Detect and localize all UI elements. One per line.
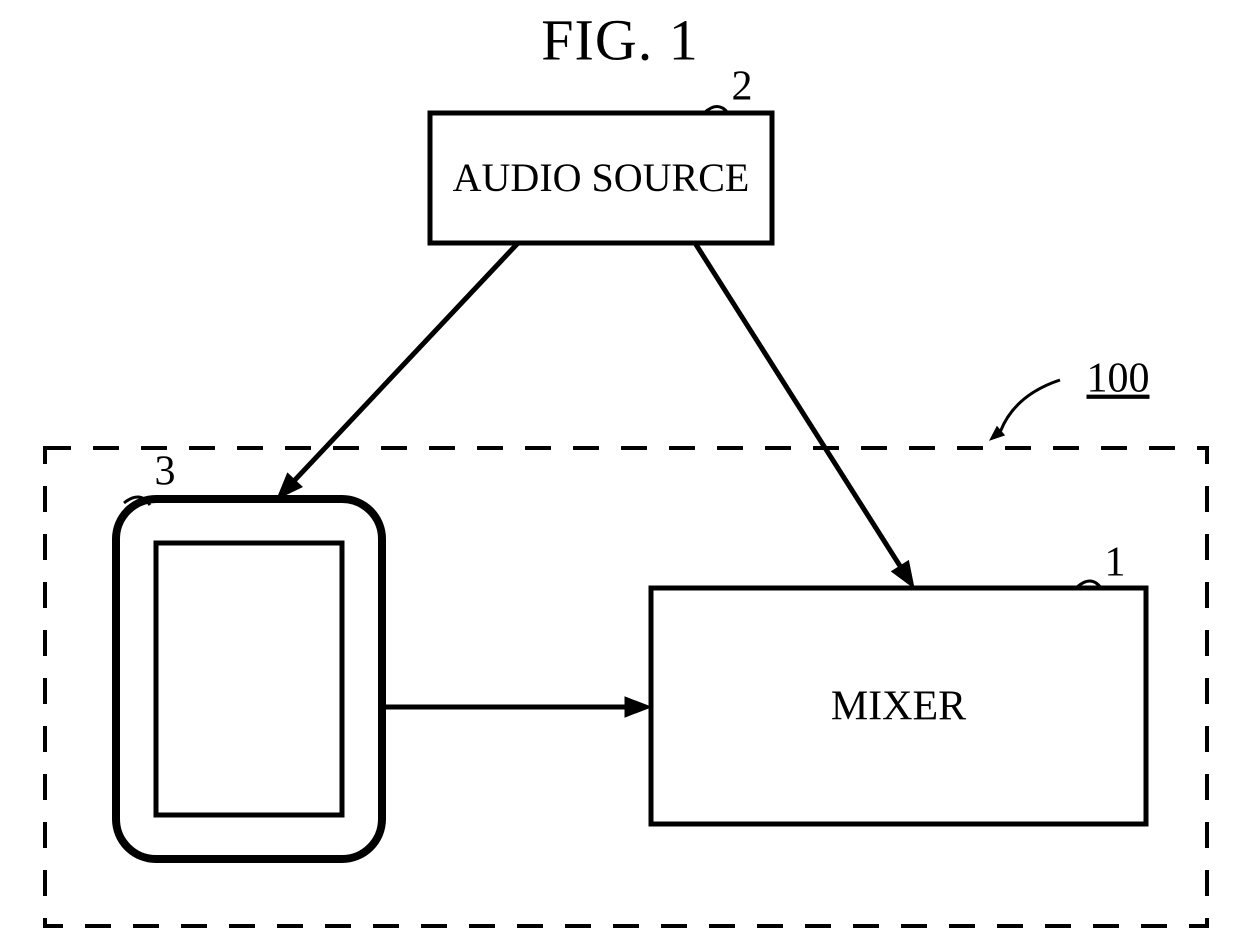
ref-arrow-100 bbox=[1001, 380, 1060, 431]
ref-number-2: 2 bbox=[732, 64, 753, 110]
arrow-src-to-mixer bbox=[695, 243, 900, 566]
arrowhead-tablet-to-mixer bbox=[625, 697, 651, 717]
mixer-label: MIXER bbox=[831, 684, 966, 730]
ref-number-1: 1 bbox=[1105, 540, 1126, 586]
ref-number-3: 3 bbox=[155, 449, 176, 495]
arrowhead-src-to-mixer bbox=[892, 561, 914, 588]
tablet-screen bbox=[156, 543, 342, 815]
audio-source-label: AUDIO SOURCE bbox=[453, 155, 750, 200]
ref-number-100: 100 bbox=[1087, 356, 1150, 402]
arrow-src-to-tablet bbox=[295, 243, 518, 480]
diagram-canvas: FIG. 1 100 AUDIO SOURCE 2 3 MIXER 1 bbox=[0, 0, 1239, 951]
figure-title: FIG. 1 bbox=[541, 7, 698, 72]
